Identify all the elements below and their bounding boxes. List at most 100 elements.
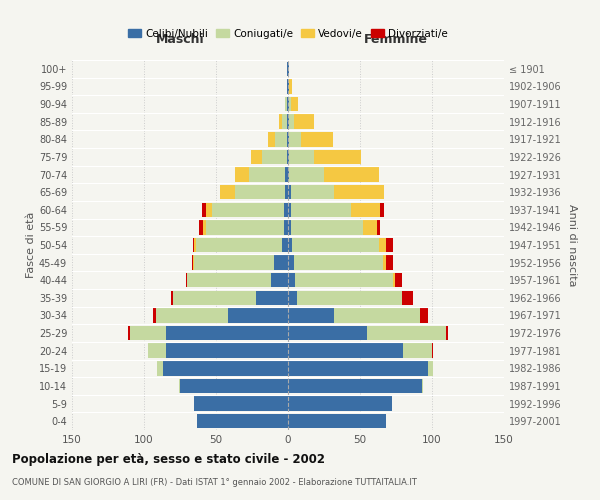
Bar bbox=[227, 308, 288, 322]
Bar bbox=[288, 79, 289, 94]
Bar bbox=[422, 378, 424, 393]
Bar bbox=[334, 308, 421, 322]
Bar bbox=[403, 344, 432, 358]
Bar bbox=[324, 168, 379, 181]
Bar bbox=[288, 238, 292, 252]
Bar bbox=[197, 414, 288, 428]
Bar bbox=[367, 326, 446, 340]
Bar bbox=[186, 273, 187, 287]
Bar bbox=[148, 344, 166, 358]
Bar bbox=[288, 326, 367, 340]
Bar bbox=[166, 344, 288, 358]
Bar bbox=[202, 202, 206, 217]
Bar bbox=[166, 326, 288, 340]
Bar bbox=[287, 62, 288, 76]
Bar bbox=[402, 290, 413, 305]
Bar bbox=[288, 220, 291, 234]
Bar bbox=[379, 238, 386, 252]
Bar bbox=[179, 378, 180, 393]
Text: COMUNE DI SAN GIORGIO A LIRI (FR) - Dati ISTAT 1° gennaio 2002 - Elaborazione TU: COMUNE DI SAN GIORGIO A LIRI (FR) - Dati… bbox=[12, 478, 417, 487]
Bar bbox=[282, 238, 288, 252]
Bar bbox=[157, 361, 163, 376]
Bar bbox=[285, 168, 288, 181]
Bar bbox=[288, 290, 296, 305]
Bar bbox=[288, 97, 289, 112]
Bar bbox=[289, 114, 294, 129]
Bar bbox=[314, 150, 361, 164]
Bar bbox=[268, 132, 275, 146]
Bar bbox=[235, 185, 285, 200]
Bar bbox=[287, 97, 288, 112]
Bar bbox=[294, 256, 383, 270]
Bar bbox=[191, 256, 193, 270]
Text: Femmine: Femmine bbox=[364, 33, 428, 46]
Bar bbox=[428, 361, 433, 376]
Bar bbox=[280, 114, 282, 129]
Bar bbox=[284, 202, 288, 217]
Bar bbox=[446, 326, 448, 340]
Bar bbox=[251, 150, 262, 164]
Bar bbox=[295, 273, 393, 287]
Bar bbox=[383, 256, 386, 270]
Bar bbox=[288, 62, 289, 76]
Bar bbox=[288, 308, 334, 322]
Bar bbox=[285, 97, 287, 112]
Bar bbox=[289, 132, 301, 146]
Bar bbox=[287, 150, 288, 164]
Bar bbox=[194, 396, 288, 411]
Bar bbox=[173, 290, 256, 305]
Bar bbox=[284, 220, 288, 234]
Bar bbox=[291, 220, 363, 234]
Bar bbox=[288, 396, 392, 411]
Bar bbox=[363, 220, 377, 234]
Bar bbox=[212, 202, 284, 217]
Bar bbox=[193, 256, 194, 270]
Bar bbox=[291, 202, 352, 217]
Bar bbox=[288, 132, 289, 146]
Bar bbox=[288, 378, 422, 393]
Bar bbox=[393, 273, 395, 287]
Bar bbox=[291, 97, 298, 112]
Bar bbox=[235, 168, 249, 181]
Bar bbox=[285, 185, 288, 200]
Bar bbox=[288, 414, 386, 428]
Bar bbox=[380, 202, 385, 217]
Bar bbox=[271, 273, 288, 287]
Bar bbox=[294, 114, 314, 129]
Bar bbox=[172, 290, 173, 305]
Y-axis label: Fasce di età: Fasce di età bbox=[26, 212, 36, 278]
Bar bbox=[152, 308, 155, 322]
Bar bbox=[289, 79, 292, 94]
Text: Popolazione per età, sesso e stato civile - 2002: Popolazione per età, sesso e stato civil… bbox=[12, 452, 325, 466]
Bar bbox=[288, 344, 403, 358]
Bar bbox=[289, 168, 324, 181]
Bar bbox=[193, 238, 194, 252]
Bar bbox=[203, 220, 206, 234]
Bar bbox=[289, 97, 291, 112]
Bar bbox=[130, 326, 166, 340]
Bar bbox=[155, 308, 227, 322]
Bar bbox=[275, 132, 287, 146]
Bar bbox=[395, 273, 402, 287]
Bar bbox=[194, 238, 196, 252]
Bar bbox=[194, 256, 274, 270]
Bar bbox=[287, 79, 288, 94]
Text: Maschi: Maschi bbox=[155, 33, 205, 46]
Bar bbox=[256, 290, 288, 305]
Bar bbox=[128, 326, 130, 340]
Bar bbox=[180, 378, 288, 393]
Bar bbox=[288, 150, 289, 164]
Bar bbox=[386, 238, 393, 252]
Bar bbox=[287, 114, 288, 129]
Bar bbox=[196, 238, 282, 252]
Bar bbox=[282, 114, 287, 129]
Bar bbox=[187, 273, 271, 287]
Bar bbox=[163, 361, 288, 376]
Bar bbox=[352, 202, 380, 217]
Bar bbox=[288, 168, 289, 181]
Bar bbox=[288, 202, 291, 217]
Bar bbox=[377, 220, 380, 234]
Bar bbox=[291, 185, 334, 200]
Bar bbox=[288, 256, 294, 270]
Bar bbox=[292, 238, 379, 252]
